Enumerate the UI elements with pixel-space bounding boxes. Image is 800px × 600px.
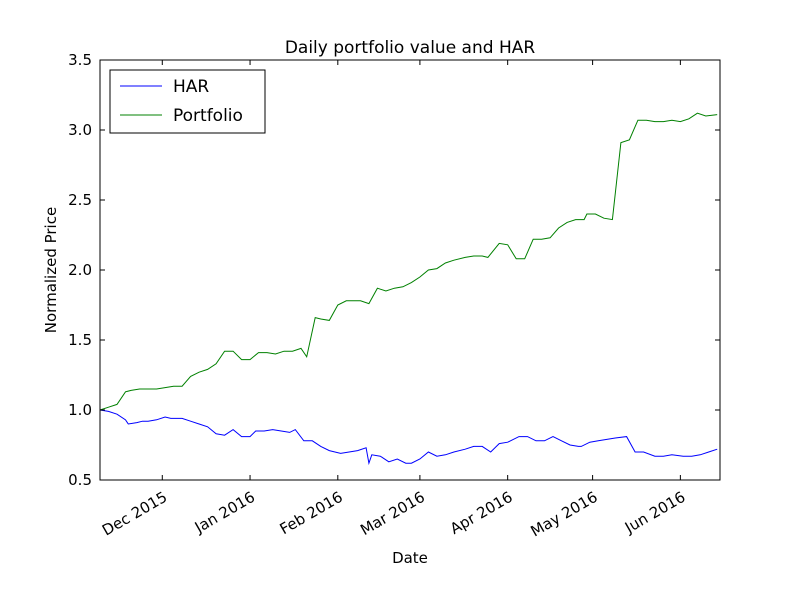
y-tick-label: 3.5: [68, 51, 92, 69]
series-line-portfolio: [99, 112, 718, 411]
legend-label-har: HAR: [173, 77, 209, 97]
y-tick-label: 3.0: [68, 121, 92, 139]
y-tick-label: 2.0: [68, 261, 92, 279]
y-axis-label: Normalized Price: [42, 207, 60, 333]
y-tick-label: 2.5: [68, 191, 92, 209]
plot-area: [99, 112, 718, 466]
y-tick-label: 1.5: [68, 331, 92, 349]
legend-label-portfolio: Portfolio: [173, 106, 243, 126]
y-tick-label: 0.5: [68, 471, 92, 489]
y-tick-label: 1.0: [68, 401, 92, 419]
x-axis-label: Date: [392, 549, 428, 567]
legend-frame: [109, 69, 266, 134]
chart-title: Daily portfolio value and HAR: [285, 38, 536, 58]
series-line-har: [99, 409, 718, 466]
legend: HAR Portfolio: [109, 69, 266, 134]
